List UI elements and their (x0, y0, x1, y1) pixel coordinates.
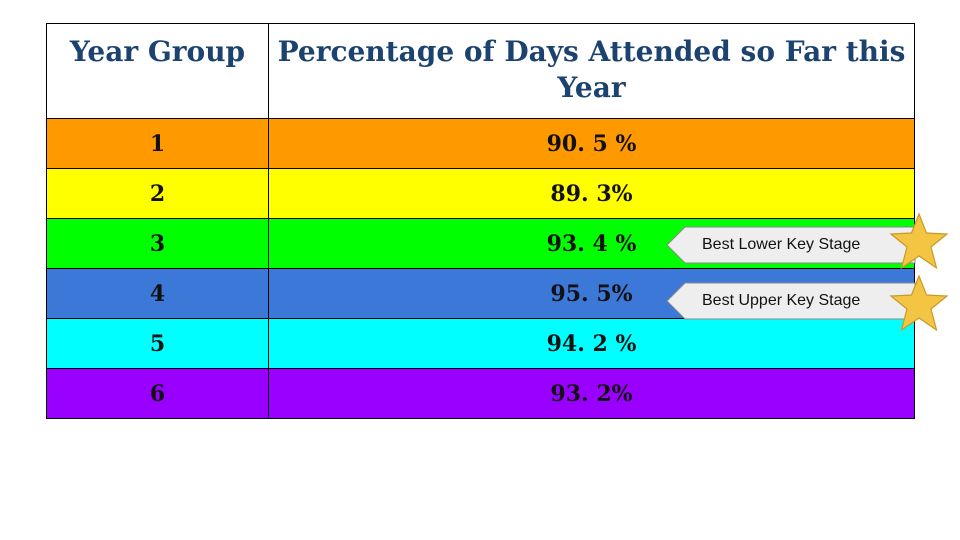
percentage-cell: 93. 2% (268, 368, 915, 419)
table-row-year-6: 6 93. 2% (46, 368, 915, 419)
year-cell: 1 (46, 118, 269, 169)
year-cell: 4 (46, 268, 269, 319)
year-cell: 5 (46, 318, 269, 369)
year-cell: 6 (46, 368, 269, 419)
year-cell: 3 (46, 218, 269, 269)
best-lower-key-stage-label: Best Lower Key Stage (702, 236, 861, 253)
best-upper-key-stage-callout: Best Upper Key Stage (666, 282, 916, 320)
header-row: Year Group Percentage of Days Attended s… (46, 23, 915, 119)
year-group-header: Year Group (46, 23, 269, 119)
table-row-year-1: 1 90. 5 % (46, 118, 915, 169)
table-row-year-5: 5 94. 2 % (46, 318, 915, 369)
best-upper-key-stage-label: Best Upper Key Stage (702, 292, 861, 309)
star-icon (889, 212, 949, 270)
attendance-table: Year Group Percentage of Days Attended s… (46, 23, 915, 419)
percentage-cell: 90. 5 % (268, 118, 915, 169)
percentage-cell: 89. 3% (268, 168, 915, 219)
percentage-header: Percentage of Days Attended so Far this … (268, 23, 915, 119)
star-icon (889, 274, 949, 332)
percentage-cell: 94. 2 % (268, 318, 915, 369)
table-row-year-2: 2 89. 3% (46, 168, 915, 219)
year-cell: 2 (46, 168, 269, 219)
best-lower-key-stage-callout: Best Lower Key Stage (666, 226, 916, 264)
